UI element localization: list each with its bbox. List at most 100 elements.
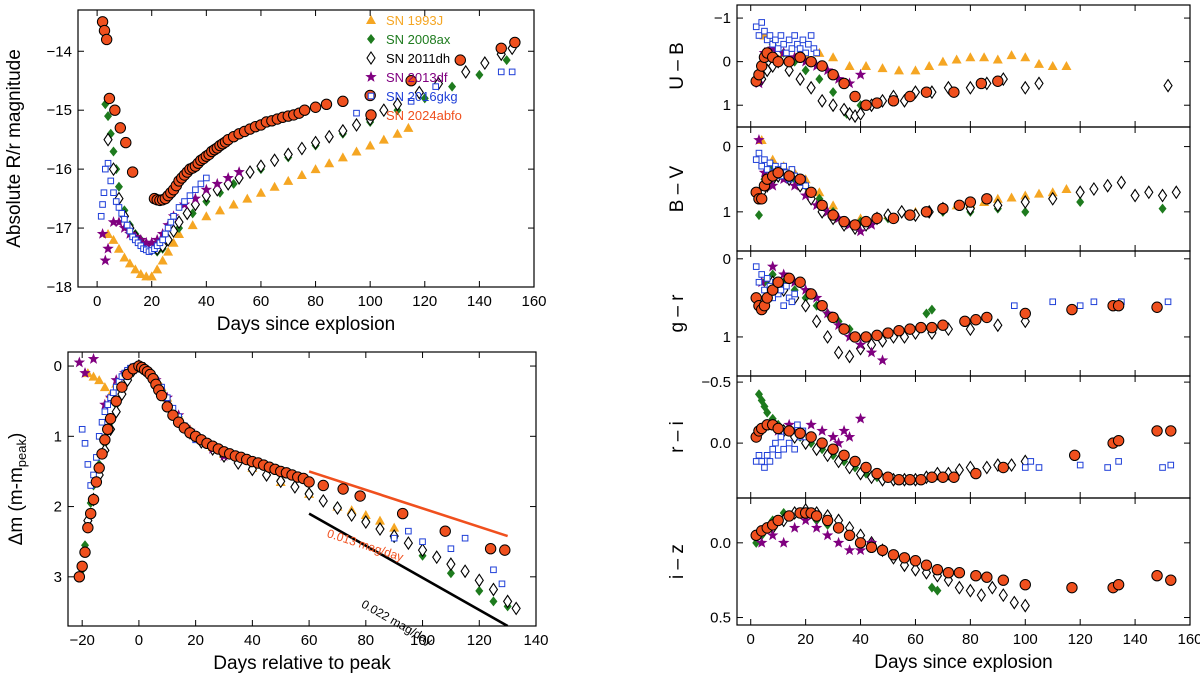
data-point <box>103 132 113 147</box>
data-point <box>772 276 784 288</box>
data-point <box>772 36 779 44</box>
data-point <box>766 179 779 191</box>
data-point <box>337 483 349 495</box>
data-point <box>228 199 239 209</box>
data-point <box>979 52 990 62</box>
data-point <box>87 353 100 364</box>
data-point <box>1075 185 1085 200</box>
data-point <box>298 104 311 116</box>
data-point <box>794 427 806 440</box>
data-point <box>805 288 817 300</box>
data-point <box>927 304 936 315</box>
data-point <box>763 166 771 173</box>
data-point <box>876 544 889 556</box>
data-point <box>844 61 855 70</box>
data-point <box>269 181 280 191</box>
data-point <box>1151 569 1163 582</box>
data-point <box>303 476 315 488</box>
data-point <box>365 140 376 150</box>
data-point <box>844 349 855 364</box>
data-point <box>94 375 105 385</box>
data-point <box>1165 425 1177 437</box>
data-point <box>937 319 949 331</box>
data-point <box>822 329 833 344</box>
panel-i-z: 0 20 40 60 80 100 120 140 160 0.0 0.5 Days since ex… <box>667 497 1200 673</box>
data-point <box>161 401 173 413</box>
series-sn-2016gkg <box>97 68 516 255</box>
x-tick-label: 140 <box>1123 631 1148 648</box>
data-point <box>758 19 766 26</box>
series-points <box>750 19 1173 124</box>
series-sn-2008ax <box>101 55 511 257</box>
data-point <box>1076 197 1085 208</box>
data-point <box>910 65 921 75</box>
data-point <box>761 156 768 163</box>
data-point <box>454 54 466 66</box>
data-point <box>407 98 415 105</box>
x-tick-label: 40 <box>244 632 261 649</box>
data-point <box>865 218 878 230</box>
y-axis-label: U – B <box>667 42 688 90</box>
data-point <box>931 564 944 576</box>
data-point <box>475 69 484 80</box>
data-point <box>981 311 993 324</box>
data-point <box>1020 190 1031 200</box>
data-point <box>73 571 86 583</box>
data-point <box>849 331 861 343</box>
data-point <box>104 159 112 167</box>
series-points <box>73 353 521 616</box>
data-point <box>766 260 779 272</box>
data-point <box>794 173 806 185</box>
data-point <box>403 122 414 132</box>
data-point <box>954 580 965 595</box>
data-point <box>164 224 172 232</box>
data-point <box>113 216 125 228</box>
data-point <box>102 242 114 254</box>
data-point <box>197 180 205 188</box>
data-point <box>832 522 845 534</box>
data-point <box>365 109 377 121</box>
data-point <box>508 68 516 76</box>
data-point <box>982 460 992 475</box>
y-tick-label: −0.5 <box>701 374 731 391</box>
data-point <box>766 529 779 541</box>
data-point <box>1019 307 1031 320</box>
data-point <box>103 228 114 238</box>
data-point <box>791 445 798 453</box>
x-tick-label: 60 <box>301 632 318 649</box>
data-point <box>799 284 812 295</box>
data-point <box>777 32 785 39</box>
data-point <box>211 177 223 189</box>
data-point <box>1027 458 1035 465</box>
series-points <box>750 502 1177 613</box>
series-sn-2016gkg <box>752 19 820 57</box>
data-point <box>1066 581 1078 594</box>
data-point <box>157 255 168 265</box>
data-point <box>110 189 117 197</box>
data-point <box>832 536 845 548</box>
data-point <box>816 60 828 72</box>
legend-entry: SN 1993J <box>386 13 443 28</box>
data-point <box>490 566 497 574</box>
data-point <box>1048 191 1058 206</box>
y-tick-label: 1 <box>723 97 731 114</box>
data-point <box>222 171 234 183</box>
series-points <box>750 260 1172 366</box>
data-point <box>119 252 130 262</box>
data-point <box>337 95 349 108</box>
data-point <box>827 209 839 221</box>
data-point <box>484 543 497 555</box>
x-axis-ticks: 01 <box>723 251 1191 376</box>
data-point <box>1171 185 1181 200</box>
x-tick-label: 140 <box>523 632 548 649</box>
data-point <box>926 471 938 483</box>
x-axis-ticks: −20 0 20 40 60 80 100 120 140 0 1 2 3 <box>54 352 549 649</box>
data-point <box>1089 182 1099 196</box>
data-point <box>233 166 245 177</box>
x-axis-label: Days relative to peak <box>213 653 391 674</box>
x-tick-label: 120 <box>412 293 437 310</box>
data-point <box>828 200 839 210</box>
data-point <box>817 93 827 108</box>
data-point <box>805 186 817 198</box>
data-point <box>489 596 498 607</box>
